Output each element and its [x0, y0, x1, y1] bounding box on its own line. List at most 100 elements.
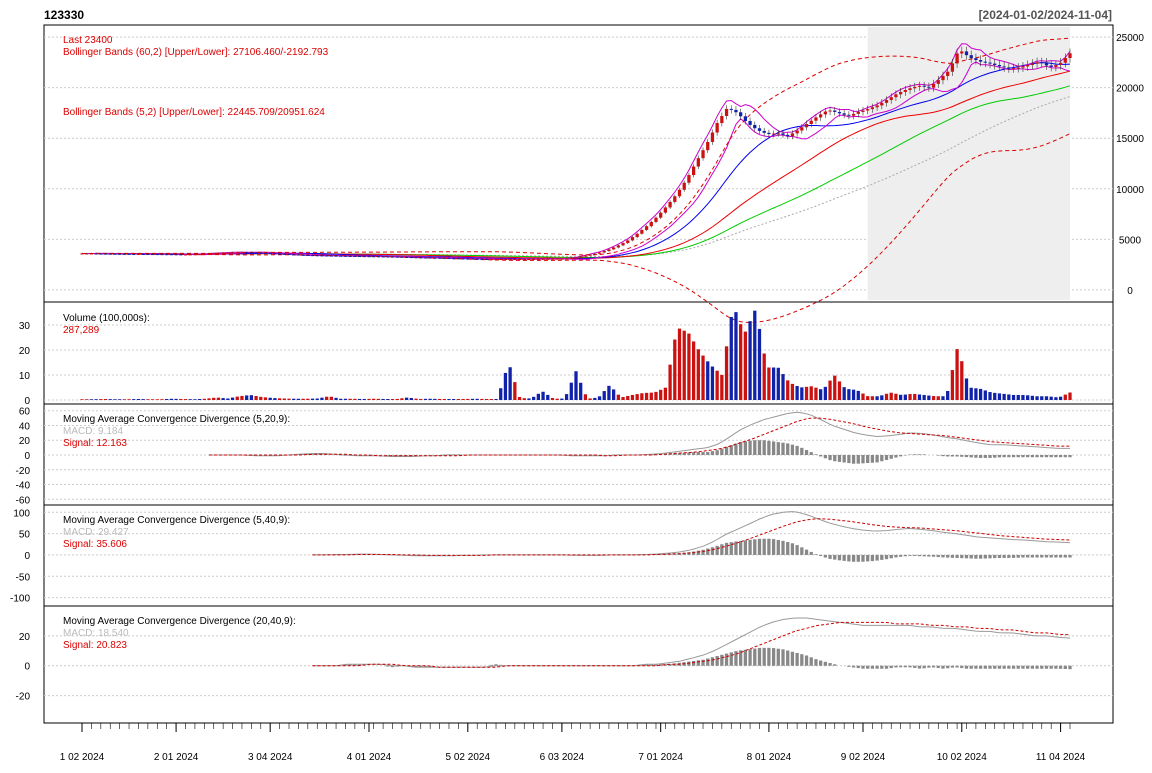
- macd-histogram-bar: [993, 455, 996, 458]
- macd-histogram-bar: [772, 648, 775, 666]
- volume-bar: [424, 399, 427, 400]
- volume-bar: [904, 395, 907, 400]
- candle-body: [123, 254, 126, 255]
- volume-bar: [701, 356, 704, 400]
- candle-body: [1002, 66, 1005, 67]
- g-macd2-macd-tick-label: -50: [16, 572, 31, 583]
- volume-bar: [748, 321, 751, 400]
- candle-body: [711, 132, 714, 141]
- candle-body: [786, 135, 789, 136]
- volume-bar: [988, 392, 991, 400]
- volume-bar: [932, 396, 935, 400]
- candle-body: [250, 252, 253, 253]
- volume-bar: [668, 365, 671, 400]
- volume-bar: [537, 394, 540, 400]
- candle-body: [560, 259, 563, 260]
- candle-body: [923, 86, 926, 87]
- macd-histogram-bar: [1035, 666, 1038, 669]
- g-macd1-macd-tick-label: -40: [16, 481, 31, 492]
- macd-histogram-bar: [763, 648, 766, 666]
- macd-histogram-bar: [490, 665, 493, 666]
- volume-bar: [791, 384, 794, 400]
- macd-histogram-bar: [800, 654, 803, 666]
- candle-body: [979, 60, 982, 62]
- macd-histogram-bar: [1054, 666, 1057, 669]
- macd-histogram-bar: [795, 545, 798, 555]
- macd-histogram-bar: [716, 546, 719, 555]
- macd-histogram-bar: [960, 666, 963, 668]
- macd1-signal-label: Signal: 12.163: [63, 438, 127, 449]
- volume-bar: [951, 370, 954, 400]
- volume-bar: [786, 380, 789, 400]
- macd-histogram-bar: [824, 555, 827, 558]
- candle-body: [405, 257, 408, 258]
- macd-histogram-bar: [918, 555, 921, 556]
- candle-body: [537, 259, 540, 260]
- candle-body: [490, 259, 493, 260]
- candle-body: [99, 254, 102, 255]
- candle-body: [739, 112, 742, 116]
- candle-body: [908, 88, 911, 90]
- candle-body: [673, 196, 676, 202]
- macd2-macd-label: MACD: 29.427: [63, 527, 129, 538]
- macd-histogram-bar: [800, 448, 803, 455]
- volume-bar: [433, 399, 436, 400]
- volume-bar: [142, 399, 145, 400]
- macd-histogram-bar: [857, 555, 860, 562]
- volume-bar: [405, 398, 408, 400]
- macd-histogram-bar: [734, 444, 737, 455]
- candle-body: [104, 254, 107, 255]
- g-macd2-macd-tick-label: -100: [10, 594, 30, 605]
- volume-bar: [508, 367, 511, 400]
- volume-bar: [1064, 395, 1067, 400]
- candle-body: [504, 259, 507, 260]
- volume-bar: [875, 396, 878, 400]
- volume-bar: [857, 391, 860, 400]
- volume-bar: [85, 399, 88, 400]
- volume-bar: [574, 371, 577, 400]
- volume-bar: [160, 399, 163, 400]
- macd-histogram-bar: [852, 555, 855, 562]
- macd-histogram-bar: [937, 555, 940, 557]
- volume-bar: [311, 399, 314, 400]
- volume-bar: [1002, 394, 1005, 400]
- macd-histogram-bar: [819, 455, 822, 456]
- volume-bar: [640, 393, 643, 400]
- volume-bar: [998, 393, 1001, 400]
- macd-histogram-bar: [955, 455, 958, 457]
- volume-bar: [579, 383, 582, 400]
- volume-bar: [259, 397, 262, 400]
- macd-histogram-bar: [1059, 455, 1062, 457]
- candle-body: [970, 55, 973, 58]
- candle-body: [791, 133, 794, 136]
- volume-bar: [777, 368, 780, 400]
- macd-histogram-bar: [730, 652, 733, 665]
- volume-bar: [974, 388, 977, 400]
- volume-bar: [250, 395, 253, 400]
- macd-histogram-bar: [711, 451, 714, 455]
- macd-histogram-bar: [861, 555, 864, 562]
- candle-body: [645, 226, 648, 230]
- price-tick-label: 25000: [1116, 33, 1144, 44]
- candle-body: [621, 243, 624, 245]
- volume-bar: [217, 398, 220, 400]
- volume-bar: [443, 399, 446, 400]
- candle-body: [1017, 68, 1020, 69]
- macd-histogram-bar: [951, 555, 954, 558]
- volume-bar: [226, 398, 229, 400]
- volume-bar: [805, 387, 808, 400]
- volume-bar: [320, 398, 323, 400]
- volume-bar: [236, 397, 239, 400]
- volume-bar: [725, 346, 728, 400]
- macd-histogram-bar: [697, 551, 700, 555]
- macd-histogram-bar: [786, 542, 789, 555]
- candle-body: [692, 167, 695, 175]
- volume-bar: [828, 381, 831, 400]
- macd-histogram-bar: [908, 666, 911, 668]
- macd-histogram-bar: [918, 666, 921, 669]
- candle-body: [367, 256, 370, 257]
- macd-histogram-bar: [866, 555, 869, 562]
- candle-body: [1054, 65, 1057, 67]
- volume-bar: [476, 399, 479, 400]
- candle-body: [334, 256, 337, 257]
